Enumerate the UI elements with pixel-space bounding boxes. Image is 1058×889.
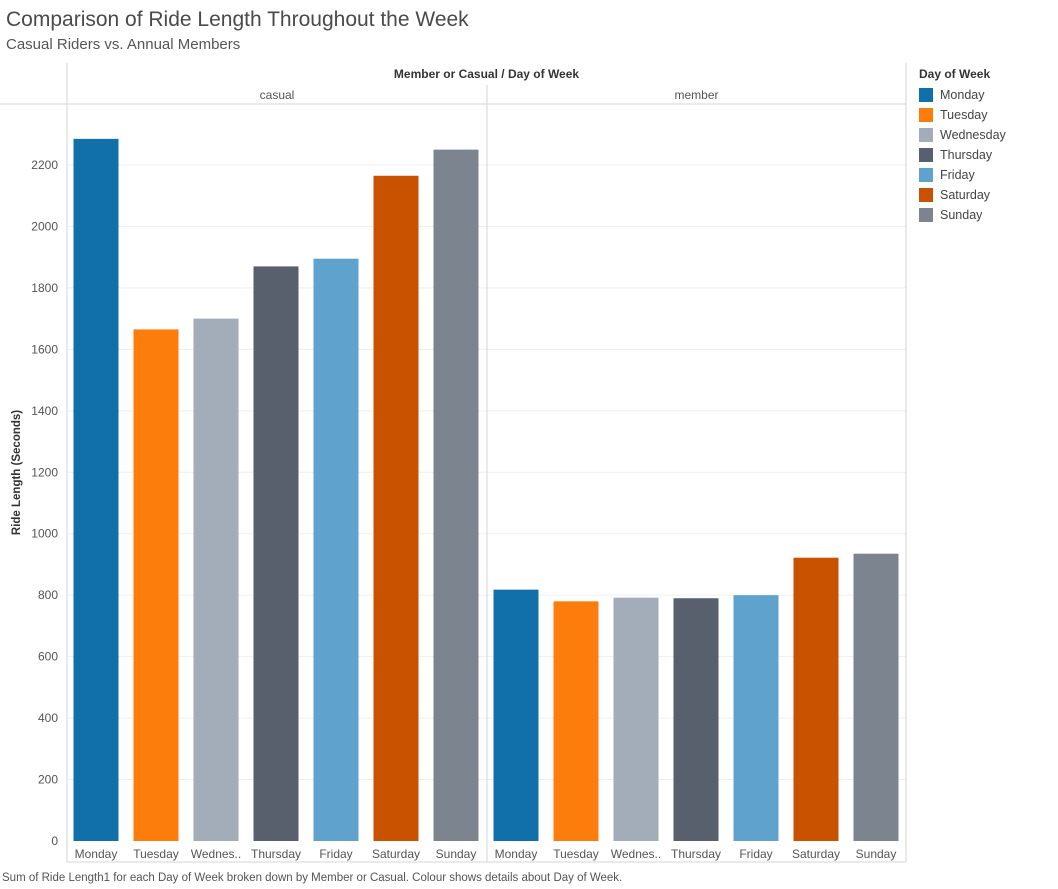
panel-label: casual (260, 88, 295, 102)
y-tick-label: 400 (38, 711, 58, 725)
legend-item[interactable]: Tuesday (919, 105, 1054, 125)
bar-casual-sunday (433, 149, 479, 842)
bar-casual-saturday (373, 175, 419, 842)
x-tick-label: Saturday (792, 847, 840, 861)
bar-member-monday (493, 589, 539, 841)
legend-swatch (919, 188, 933, 202)
y-tick-label: 0 (51, 834, 58, 848)
panel-label: member (674, 88, 718, 102)
bar-casual-thursday (253, 266, 299, 841)
y-tick-label: 200 (38, 773, 58, 787)
bar-casual-monday (73, 138, 119, 841)
legend-list: Monday Tuesday Wednesday Thursday Friday Satu… (919, 85, 1054, 225)
y-tick-label: 1600 (31, 342, 58, 356)
bar-casual-wednesday (193, 318, 239, 841)
legend-label: Wednesday (940, 128, 1006, 142)
legend-item[interactable]: Monday (919, 85, 1054, 105)
y-axis-title: Ride Length (Seconds) (11, 410, 23, 535)
bar-casual-tuesday (133, 329, 179, 841)
legend-label: Monday (940, 88, 985, 102)
x-tick-label: Saturday (372, 847, 420, 861)
y-tick-label: 1800 (31, 281, 58, 295)
legend-item[interactable]: Friday (919, 165, 1054, 185)
y-tick-label: 1400 (31, 404, 58, 418)
bar-member-saturday (793, 557, 839, 841)
legend: Day of Week Monday Tuesday Wednesday Thursd… (919, 66, 1054, 225)
legend-item[interactable]: Saturday (919, 185, 1054, 205)
legend-label: Saturday (940, 188, 991, 202)
y-tick-label: 800 (38, 588, 58, 602)
x-tick-label: Sunday (436, 847, 477, 861)
bar-member-wednesday (613, 597, 659, 841)
y-tick-label: 1000 (31, 527, 58, 541)
x-tick-label: Friday (739, 847, 772, 861)
bar-casual-friday (313, 258, 359, 842)
chart-caption: Sum of Ride Length1 for each Day of Week… (2, 872, 623, 884)
x-tick-label: Monday (495, 847, 538, 861)
x-tick-label: Tuesday (553, 847, 599, 861)
legend-item[interactable]: Thursday (919, 145, 1054, 165)
panel-casual: casual Monday Tuesday Wednes.. Thursday Frida… (73, 88, 479, 861)
x-tick-label: Tuesday (133, 847, 179, 861)
header-title: Member or Casual / Day of Week (394, 67, 580, 81)
y-tick-label: 1200 (31, 465, 58, 479)
x-tick-label: Thursday (671, 847, 721, 861)
chart-subtitle: Casual Riders vs. Annual Members (6, 36, 241, 53)
bar-member-tuesday (553, 601, 599, 841)
x-tick-label: Thursday (251, 847, 301, 861)
x-tick-label: Wednes.. (191, 847, 241, 861)
bar-member-thursday (673, 598, 719, 841)
y-tick-label: 600 (38, 650, 58, 664)
legend-swatch (919, 128, 933, 142)
chart-frame (0, 63, 907, 863)
legend-swatch (919, 88, 933, 102)
x-tick-label: Wednes.. (611, 847, 661, 861)
legend-label: Thursday (940, 148, 993, 162)
legend-label: Sunday (940, 208, 983, 222)
legend-label: Friday (940, 168, 975, 182)
x-tick-label: Friday (319, 847, 352, 861)
bar-member-friday (733, 595, 779, 841)
legend-item[interactable]: Wednesday (919, 125, 1054, 145)
y-axis-ticks: 0 200 400 600 800 1000 1200 1400 1600 1800 2000 220… (31, 158, 58, 848)
legend-swatch (919, 108, 933, 122)
chart-title: Comparison of Ride Length Throughout the… (6, 8, 469, 31)
y-tick-label: 2000 (31, 219, 58, 233)
legend-item[interactable]: Sunday (919, 205, 1054, 225)
y-tick-label: 2200 (31, 158, 58, 172)
bar-chart: Member or Casual / Day of Week Ride Lengt… (0, 63, 907, 863)
bar-member-sunday (853, 553, 899, 841)
legend-swatch (919, 148, 933, 162)
legend-swatch (919, 168, 933, 182)
legend-title: Day of Week (919, 67, 991, 81)
panel-member: member Monday Tuesday Wednes.. Thursday Frida… (493, 88, 899, 861)
x-tick-label: Sunday (856, 847, 897, 861)
x-tick-label: Monday (75, 847, 118, 861)
legend-swatch (919, 208, 933, 222)
legend-label: Tuesday (940, 108, 988, 122)
